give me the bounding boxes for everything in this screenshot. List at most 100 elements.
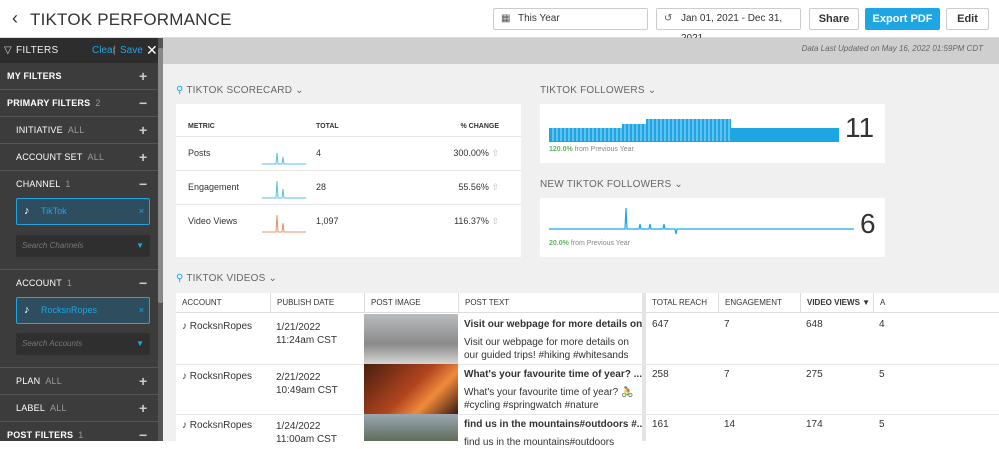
top-bar: ‹ TIKTOK PERFORMANCE ▦ This Year ↺ Jan 0…: [0, 0, 999, 44]
post-body: What's your favourite time of year? 🚴#cy…: [464, 387, 634, 411]
plan-text: PLAN: [16, 376, 41, 386]
primary-filters-label: PRIMARY FILTERS 2: [7, 90, 101, 117]
post-image-thumbnail[interactable]: [364, 414, 458, 441]
last-updated-text: Data Last Updated on May 16, 2022 01:59P…: [801, 44, 983, 53]
search-accounts-placeholder: Search Accounts: [22, 339, 83, 348]
total-cell: 1,097: [316, 203, 411, 238]
views-cell: 648: [806, 319, 823, 330]
col-total-reach[interactable]: TOTAL REACH: [646, 293, 718, 313]
col-publish-date[interactable]: PUBLISH DATE: [270, 293, 364, 313]
arrow-up-icon: ⇧: [491, 215, 499, 226]
dropdown-icon[interactable]: ▼: [136, 241, 144, 250]
remove-chip-icon[interactable]: ×: [138, 206, 144, 216]
label-text: LABEL: [16, 403, 46, 413]
post-body: Visit our webpage for more details on ou…: [464, 337, 629, 361]
new-followers-change: 20.0% from Previous Year: [549, 240, 630, 247]
calendar-icon: ▦: [501, 13, 511, 24]
tiktok-icon: ♪: [182, 371, 187, 382]
account-chip[interactable]: ♪ RocksnRopes ×: [16, 297, 150, 324]
channel-chip[interactable]: ♪ TikTok ×: [16, 198, 150, 225]
remove-chip-icon[interactable]: ×: [138, 305, 144, 315]
new-followers-heading[interactable]: NEW TIKTOK FOLLOWERS ⌄: [540, 179, 683, 190]
channel-row[interactable]: CHANNEL 1 −: [0, 171, 158, 198]
date-range-selector[interactable]: ↺ Jan 01, 2021 - Dec 31, 2021: [656, 8, 801, 44]
post-image-thumbnail[interactable]: [364, 364, 458, 414]
scorecard-heading[interactable]: ⚲ TIKTOK SCORECARD ⌄: [176, 85, 304, 96]
my-filters-row[interactable]: MY FILTERS +: [0, 63, 158, 90]
views-cell: 275: [806, 369, 823, 380]
back-arrow-icon[interactable]: ‹: [12, 8, 18, 28]
account-row[interactable]: ACCOUNT 1 −: [0, 270, 158, 297]
account-set-text: ACCOUNT SET: [16, 152, 83, 162]
publish-date: 1/21/2022: [276, 322, 321, 333]
publish-date: 2/21/2022: [276, 372, 321, 383]
primary-filters-row[interactable]: PRIMARY FILTERS 2 −: [0, 90, 158, 117]
primary-filters-count: 2: [95, 98, 101, 108]
videos-table: ACCOUNT PUBLISH DATE POST IMAGE POST TEX…: [176, 293, 999, 448]
publish-time: 11:24am CST: [276, 335, 337, 346]
metric-cell: Engagement: [176, 169, 316, 204]
followers-card: 11 120.0% from Previous Year: [540, 104, 885, 163]
frozen-column-divider: [642, 293, 646, 441]
account-set-row[interactable]: ACCOUNT SET ALL +: [0, 144, 158, 171]
plus-icon[interactable]: +: [139, 373, 148, 389]
minus-icon[interactable]: −: [139, 275, 148, 291]
primary-filters-text: PRIMARY FILTERS: [7, 98, 91, 108]
followers-pct: 120.0%: [549, 146, 573, 153]
scorecard-header-row: METRIC TOTAL % CHANGE: [176, 118, 521, 136]
followers-heading[interactable]: TIKTOK FOLLOWERS ⌄: [540, 85, 656, 96]
publish-time: 11:00am CST: [276, 434, 337, 445]
minus-icon[interactable]: −: [139, 95, 148, 111]
search-channels-input[interactable]: Search Channels ▼: [16, 235, 150, 257]
plan-row[interactable]: PLAN ALL +: [0, 368, 158, 395]
col-video-views[interactable]: VIDEO VIEWS ▼: [800, 293, 873, 313]
followers-prev-label: from Previous Year: [574, 146, 634, 153]
extra-cell: 5: [879, 369, 885, 380]
dropdown-icon[interactable]: ▼: [136, 339, 144, 348]
plus-icon[interactable]: +: [139, 400, 148, 416]
period-value: This Year: [518, 13, 560, 24]
filters-header: ▽ FILTERS Clear | Save ✕: [0, 38, 163, 63]
filters-title: FILTERS: [16, 45, 59, 56]
plus-icon[interactable]: +: [139, 149, 148, 165]
col-post-text[interactable]: POST TEXT: [458, 293, 643, 313]
change-cell: 55.56% ⇧: [411, 169, 521, 204]
col-engagement[interactable]: ENGAGEMENT: [718, 293, 800, 313]
plus-icon[interactable]: +: [139, 68, 148, 84]
minus-icon[interactable]: −: [139, 176, 148, 192]
share-button[interactable]: Share: [809, 8, 859, 30]
close-icon[interactable]: ✕: [146, 42, 158, 58]
col-post-image[interactable]: POST IMAGE: [364, 293, 458, 313]
views-cell: 174: [806, 419, 823, 430]
sidebar-scroll-thumb[interactable]: [158, 48, 163, 303]
engagement-cell: 7: [724, 369, 730, 380]
scorecard-title: TIKTOK SCORECARD: [186, 85, 293, 96]
label-row[interactable]: LABEL ALL +: [0, 395, 158, 422]
change-cell: 300.00% ⇧: [411, 135, 521, 170]
chevron-down-icon: ⌄: [647, 85, 657, 96]
minus-icon[interactable]: −: [139, 427, 148, 443]
search-accounts-input[interactable]: Search Accounts ▼: [16, 333, 150, 355]
row-divider: [176, 364, 999, 365]
followers-bar-chart: [549, 114, 839, 142]
updated-strip: [163, 38, 999, 64]
new-followers-card: 6 20.0% from Previous Year: [540, 198, 885, 257]
plus-icon[interactable]: +: [139, 122, 148, 138]
clear-link[interactable]: Clear: [92, 45, 116, 56]
publish-time: 10:49am CST: [276, 385, 338, 396]
chevron-down-icon: ⌄: [295, 85, 304, 96]
edit-button[interactable]: Edit: [946, 8, 989, 30]
metric-cell: Posts: [176, 135, 316, 170]
videos-heading[interactable]: ⚲ TIKTOK VIDEOS ⌄: [176, 273, 277, 284]
initiative-row[interactable]: INITIATIVE ALL +: [0, 117, 158, 144]
period-selector[interactable]: ▦ This Year: [493, 8, 648, 30]
post-image-thumbnail[interactable]: [364, 314, 458, 364]
account-name: RocksnRopes: [189, 321, 253, 332]
col-extra[interactable]: A: [873, 293, 999, 313]
arrow-up-icon: ⇧: [491, 147, 499, 158]
post-headline: What's your favourite time of year? ...: [464, 369, 642, 380]
save-link[interactable]: Save: [120, 45, 143, 56]
export-pdf-button[interactable]: Export PDF: [865, 8, 940, 30]
post-filters-row[interactable]: POST FILTERS 1 −: [0, 422, 158, 449]
divider: [0, 367, 158, 368]
